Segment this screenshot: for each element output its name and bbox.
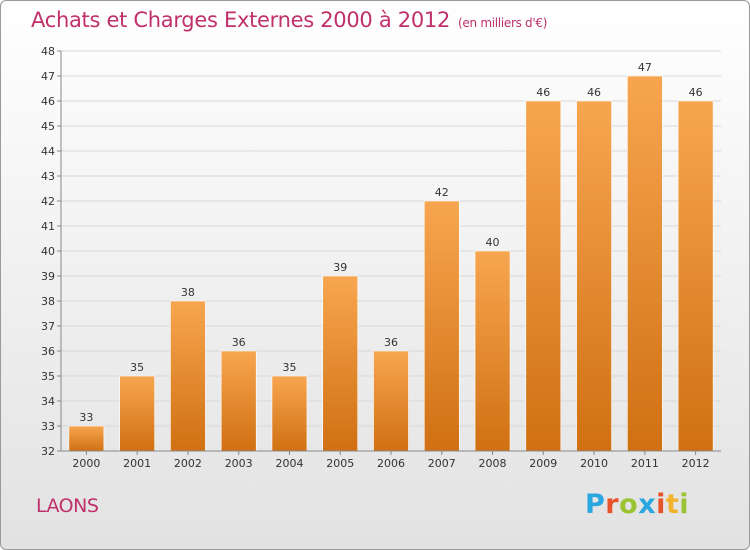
data-label: 42 xyxy=(435,186,449,199)
x-tick-label: 2003 xyxy=(225,457,253,470)
bar-2003 xyxy=(220,350,257,452)
logo-letter: t xyxy=(665,489,680,520)
y-tick-label: 38 xyxy=(41,295,55,308)
bar-2009 xyxy=(525,100,562,452)
bar-2006 xyxy=(373,350,409,452)
data-label: 35 xyxy=(130,361,144,374)
y-tick-label: 37 xyxy=(41,320,55,333)
proxiti-logo: Proxiti xyxy=(585,489,689,520)
bar-2008 xyxy=(474,250,511,452)
bar-2012 xyxy=(677,100,714,452)
chart-title: Achats et Charges Externes 2000 à 2012 (e… xyxy=(31,8,547,32)
logo-letter: i xyxy=(679,489,690,520)
data-label: 40 xyxy=(486,236,500,249)
y-tick-label: 45 xyxy=(41,120,55,133)
axes xyxy=(57,50,721,455)
chart-title-text: Achats et Charges Externes 2000 à 2012 xyxy=(31,8,451,32)
bar-2002 xyxy=(170,300,206,452)
commune-name: LAONS xyxy=(36,495,99,517)
logo-letter: x xyxy=(638,489,657,520)
data-label: 38 xyxy=(181,286,195,299)
x-tick-label: 2012 xyxy=(682,457,710,470)
bar-2000 xyxy=(68,425,105,452)
x-tick-labels: 2000 2001 2002 2003 2004 2005 2006 2007 2008 2009… xyxy=(72,457,709,470)
x-tick-label: 2000 xyxy=(72,457,100,470)
y-tick-label: 40 xyxy=(41,245,55,258)
x-tick-label: 2001 xyxy=(123,457,151,470)
y-tick-label: 44 xyxy=(41,145,55,158)
bars xyxy=(68,75,714,452)
bar-2011 xyxy=(627,75,663,452)
bar-2005 xyxy=(322,275,359,452)
logo-letter: P xyxy=(585,489,606,520)
x-tick-label: 2004 xyxy=(275,457,303,470)
y-tick-label: 33 xyxy=(41,420,55,433)
x-tick-label: 2007 xyxy=(428,457,456,470)
y-tick-label: 35 xyxy=(41,370,55,383)
y-tick-label: 41 xyxy=(41,220,55,233)
y-tick-labels: 32 33 34 35 36 37 38 39 40 41 42 43 44 45 46 47 48 xyxy=(41,45,55,458)
x-tick-label: 2005 xyxy=(326,457,354,470)
x-tick-label: 2011 xyxy=(631,457,659,470)
data-label: 33 xyxy=(79,411,93,424)
x-tick-label: 2008 xyxy=(479,457,507,470)
data-label: 46 xyxy=(587,86,601,99)
x-tick-label: 2006 xyxy=(377,457,405,470)
data-label: 35 xyxy=(282,361,296,374)
logo-letter: i xyxy=(656,489,666,520)
data-label: 47 xyxy=(638,61,652,74)
logo-letter: o xyxy=(619,489,639,520)
y-tick-label: 32 xyxy=(41,445,55,458)
y-tick-label: 39 xyxy=(41,270,55,283)
bar-2001 xyxy=(119,375,155,452)
x-tick-label: 2009 xyxy=(529,457,557,470)
data-label: 39 xyxy=(333,261,347,274)
y-tick-label: 36 xyxy=(41,345,55,358)
data-label: 46 xyxy=(536,86,550,99)
x-tick-label: 2002 xyxy=(174,457,202,470)
chart-subtitle: (en milliers d'€) xyxy=(458,16,548,30)
y-tick-label: 47 xyxy=(41,70,55,83)
data-label: 36 xyxy=(384,336,398,349)
bar-2007 xyxy=(423,200,460,452)
x-tick-label: 2010 xyxy=(580,457,608,470)
y-tick-label: 42 xyxy=(41,195,55,208)
logo-letter: r xyxy=(605,489,620,520)
y-tick-label: 34 xyxy=(41,395,55,408)
bar-2010 xyxy=(576,100,612,452)
data-labels: 33 35 38 36 35 39 36 42 40 46 46 47 46 xyxy=(79,61,702,424)
y-tick-label: 48 xyxy=(41,45,55,58)
bar-2004 xyxy=(271,375,308,452)
data-label: 36 xyxy=(232,336,246,349)
data-label: 46 xyxy=(689,86,703,99)
y-tick-label: 46 xyxy=(41,95,55,108)
y-tick-label: 43 xyxy=(41,170,55,183)
